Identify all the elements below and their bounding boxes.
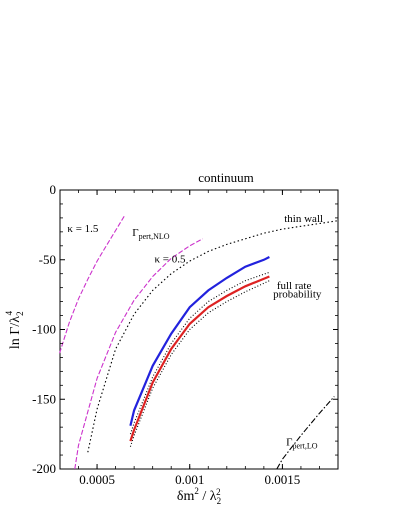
plot-frame [59, 189, 339, 470]
y-tick-label-3: -100 [32, 322, 56, 337]
y-axis-label: ln Γ/λ24 [4, 310, 25, 349]
y-ticks: 0 -50 -100 -150 -200 [32, 182, 338, 476]
y-tick-label-2: -50 [39, 252, 56, 267]
annotation-1: κ = 1.5 [67, 223, 98, 235]
annotation-4: thin wall [284, 213, 323, 225]
series-line-3 [87, 220, 339, 453]
annotation-7: Γpert,LO [286, 436, 318, 450]
series-line-1 [59, 214, 126, 354]
x-tick-label-3: 0.0015 [265, 472, 301, 487]
x-tick-label-2: 0.001 [175, 472, 204, 487]
annotation-5: probability [273, 288, 322, 300]
series-line-7 [129, 280, 270, 447]
y-tick-label-5: -200 [32, 461, 56, 476]
x-axis-label: δm2 / λ22 [177, 486, 221, 506]
series-layer [59, 214, 339, 470]
annotation-3: κ = 0.5 [155, 254, 186, 266]
annotation-6: full rate [277, 280, 312, 292]
x-tick-label-1: 0.0005 [79, 472, 115, 487]
series-line-2 [74, 238, 203, 470]
x-ticks: 0.0005 0.001 0.0015 [78, 190, 320, 487]
series-line-5 [129, 275, 270, 442]
series-line-8 [276, 396, 335, 470]
annotations: κ = 1.5 Γpert,NLO κ = 0.5 thin wall probabil… [67, 213, 323, 450]
y-tick-label-1: 0 [50, 182, 57, 197]
annotation-2: Γpert,NLO [132, 227, 169, 241]
chart-title: continuum [198, 170, 254, 185]
y-tick-label-4: -150 [32, 391, 56, 406]
series-line-4 [129, 256, 270, 427]
